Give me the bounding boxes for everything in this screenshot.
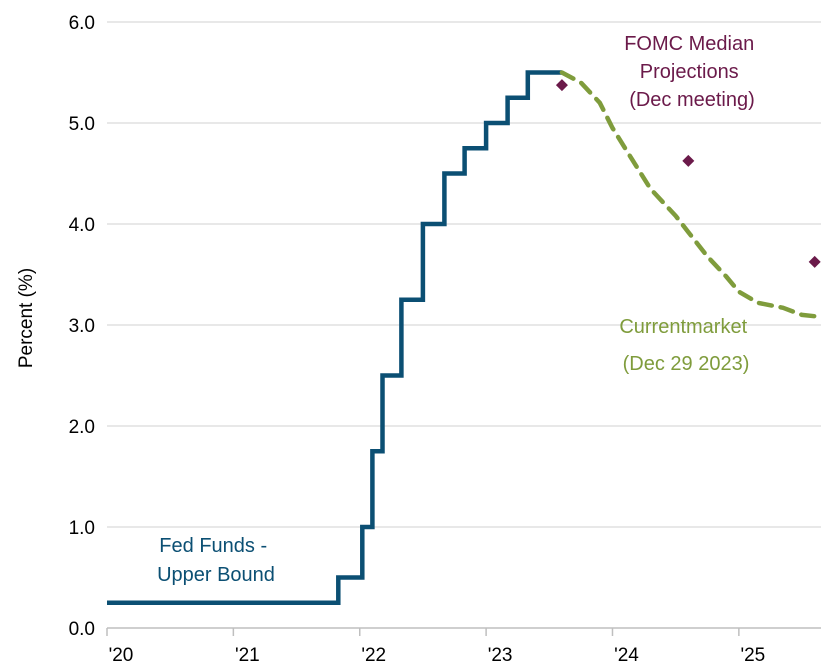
market-annotation-line-2: (Dec 29 2023): [623, 353, 750, 375]
y-tick-label: 1.0: [69, 518, 95, 539]
x-tick-label: '23: [488, 645, 513, 663]
x-tick-label: '22: [361, 645, 386, 663]
projection-markers: [555, 79, 821, 268]
fed-funds-annotation-line-2: Upper Bound: [157, 564, 275, 586]
fed-funds-step-line: [107, 70, 562, 606]
fomc-projection-marker: [682, 154, 695, 167]
fomc-annotation-line-2: Projections: [640, 61, 739, 83]
fomc-projection-marker: [555, 79, 568, 92]
y-tick-label: 3.0: [69, 316, 95, 337]
fed-funds-annotation: Fed Funds - Upper Bound: [157, 535, 275, 586]
market-annotation: Currentmarket (Dec 29 2023): [619, 316, 752, 375]
x-tick-label: '24: [614, 645, 639, 663]
x-tick-label: '20: [109, 645, 134, 663]
gridlines: [107, 21, 821, 528]
fomc-projection-marker: [808, 255, 821, 268]
y-axis-title: Percent (%): [16, 268, 37, 368]
series-layer: [107, 70, 821, 606]
fed-funds-annotation-line-1: Fed Funds -: [159, 535, 267, 557]
y-tick-label: 6.0: [69, 13, 95, 34]
x-tick-label: '21: [235, 645, 260, 663]
fomc-annotation-line-1: FOMC Median: [624, 33, 754, 55]
fomc-annotation: FOMC Median Projections (Dec meeting): [624, 33, 760, 111]
x-tick-label: '25: [740, 645, 765, 663]
axes: 0.0 1.0 2.0 3.0 4.0 5.0 6.0 '20 '21 '22 '23 '24 '25: [69, 13, 821, 663]
fomc-annotation-line-3: (Dec meeting): [629, 89, 755, 111]
market-annotation-line-1: Currentmarket: [619, 316, 747, 338]
y-tick-label: 4.0: [69, 215, 95, 236]
y-tick-label: 0.0: [69, 619, 95, 640]
y-tick-label: 5.0: [69, 114, 95, 135]
market-expectation-line: [559, 70, 821, 320]
y-tick-label: 2.0: [69, 417, 95, 438]
